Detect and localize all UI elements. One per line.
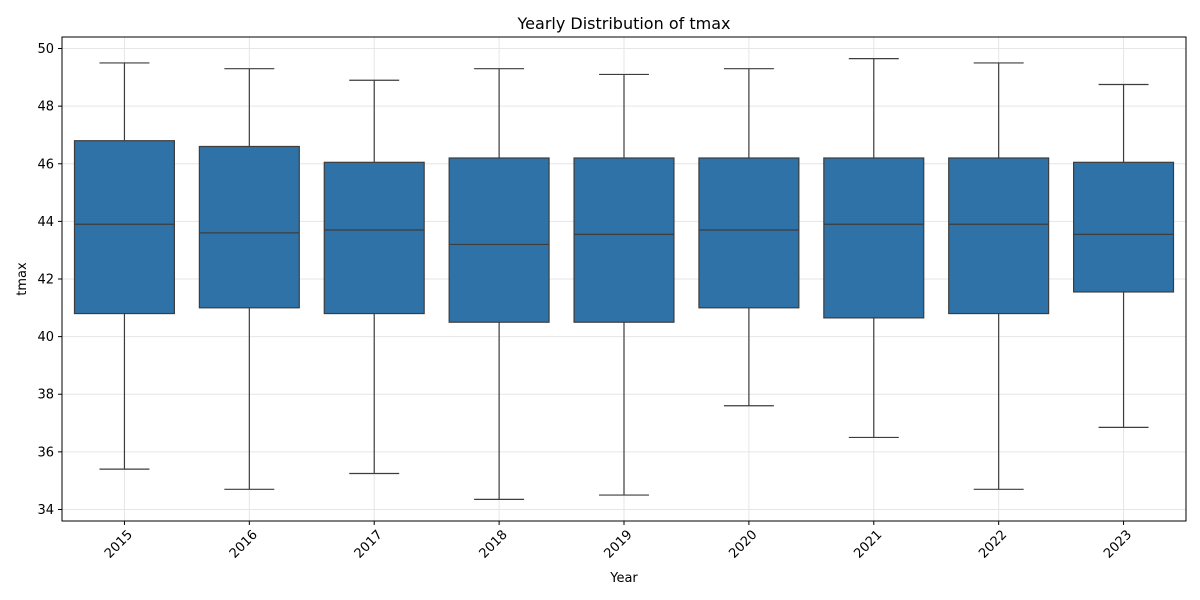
iqr-box: [948, 157, 1050, 315]
iqr-box: [73, 140, 176, 315]
y-axis-label: tmax: [15, 262, 30, 296]
iqr-box: [823, 157, 925, 319]
x-tick-label: 2019: [602, 528, 636, 562]
y-tick-label: 48: [37, 100, 54, 115]
box-2020: [698, 68, 800, 407]
y-axis-ticks: 34 36 38 40 42 44 46 48 50: [37, 42, 62, 518]
y-tick-label: 34: [37, 503, 54, 518]
box-2018: [448, 68, 550, 500]
box-2022: [948, 62, 1050, 490]
iqr-box: [198, 145, 300, 309]
chart-title: Yearly Distribution of tmax: [517, 14, 731, 33]
x-axis-label: Year: [609, 571, 638, 586]
x-tick-label: 2017: [352, 528, 386, 562]
x-tick-label: 2018: [477, 528, 511, 562]
y-tick-label: 46: [37, 157, 54, 172]
x-axis-ticks: 2015 2016 2017 2018 2019 2020 2021 2022 2023: [102, 521, 1135, 562]
box-2021: [823, 58, 925, 439]
x-tick-label: 2022: [976, 528, 1010, 562]
y-tick-label: 40: [37, 330, 54, 345]
boxes: [73, 58, 1175, 500]
box-2015: [73, 62, 176, 470]
box-2023: [1072, 83, 1175, 428]
y-tick-label: 50: [37, 42, 54, 57]
iqr-box: [1072, 161, 1175, 293]
iqr-box: [698, 157, 800, 309]
x-tick-label: 2023: [1101, 528, 1135, 562]
iqr-box: [323, 161, 425, 315]
iqr-box: [448, 157, 550, 323]
y-tick-label: 36: [37, 445, 54, 460]
x-tick-label: 2020: [726, 528, 760, 562]
box-2019: [573, 73, 675, 496]
x-tick-label: 2016: [227, 528, 261, 562]
box-2017: [323, 79, 425, 475]
box-2016: [198, 68, 300, 490]
x-tick-label: 2015: [102, 528, 136, 562]
y-tick-label: 38: [37, 388, 54, 403]
y-tick-label: 44: [37, 215, 54, 230]
y-tick-label: 42: [37, 273, 54, 288]
iqr-box: [573, 157, 675, 323]
x-tick-label: 2021: [851, 528, 885, 562]
